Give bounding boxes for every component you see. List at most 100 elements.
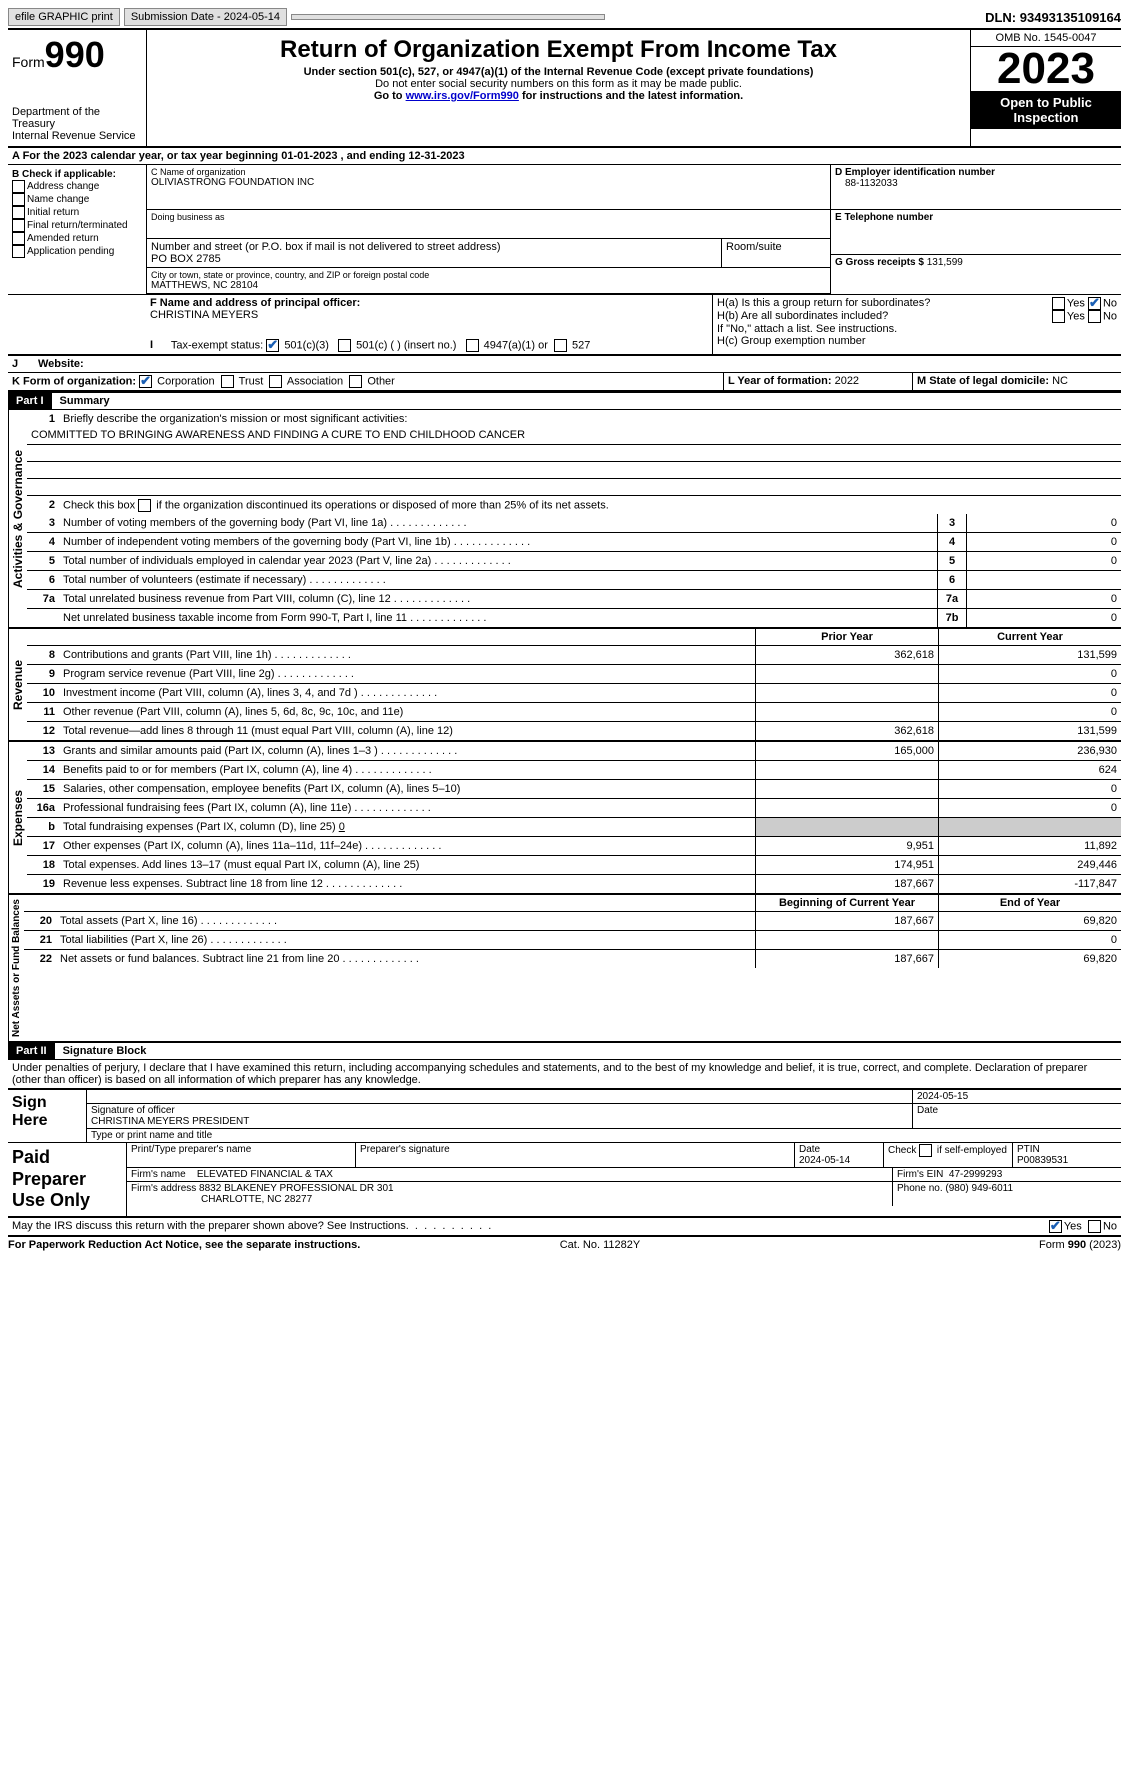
sig-officer-label: Signature of officer <box>91 1105 908 1116</box>
main-grid: B Check if applicable: Address change Na… <box>8 165 1121 295</box>
dln: DLN: 93493135109164 <box>985 10 1121 25</box>
cb-name-change[interactable] <box>12 193 25 206</box>
prep-label: Paid Preparer Use Only <box>8 1143 127 1216</box>
cb-discuss-yes[interactable] <box>1049 1220 1062 1233</box>
side-rev: Revenue <box>8 629 27 740</box>
p9 <box>755 665 938 683</box>
ptin-label: PTIN <box>1017 1144 1117 1155</box>
row-f-h: F Name and address of principal officer:… <box>8 295 1121 355</box>
footer-mid: Cat. No. 11282Y <box>560 1239 641 1251</box>
footer-left: For Paperwork Reduction Act Notice, see … <box>8 1239 360 1251</box>
c16a: 0 <box>938 799 1121 817</box>
mission-text: COMMITTED TO BRINGING AWARENESS AND FIND… <box>27 428 1121 445</box>
cb-discontinued[interactable] <box>138 499 151 512</box>
l18: Total expenses. Add lines 13–17 (must eq… <box>61 858 755 872</box>
cb-trust[interactable] <box>221 375 234 388</box>
dba-label: Doing business as <box>151 212 826 222</box>
subtitle-3: Go to www.irs.gov/Form990 for instructio… <box>155 90 962 102</box>
irs-link[interactable]: www.irs.gov/Form990 <box>406 90 519 102</box>
firm-phone-label: Phone no. <box>897 1183 943 1194</box>
row-a: A For the 2023 calendar year, or tax yea… <box>8 148 1121 165</box>
cb-ha-yes[interactable] <box>1052 297 1065 310</box>
l11: Other revenue (Part VIII, column (A), li… <box>61 705 755 719</box>
efile-button[interactable]: efile GRAPHIC print <box>8 8 120 26</box>
mission-blank3 <box>27 479 1121 496</box>
c10: 0 <box>938 684 1121 702</box>
v4: 0 <box>966 533 1121 551</box>
firm-ein-label: Firm's EIN <box>897 1169 943 1180</box>
c18: 249,446 <box>938 856 1121 874</box>
cb-selfemp[interactable] <box>919 1144 932 1157</box>
p17: 9,951 <box>755 837 938 855</box>
c13: 236,930 <box>938 742 1121 760</box>
box-d-e-g: D Employer identification number88-11320… <box>830 165 1121 294</box>
p16b <box>755 818 938 836</box>
cb-app-pending[interactable] <box>12 245 25 258</box>
footer-right: Form 990 (2023) <box>1039 1239 1121 1251</box>
cb-501c[interactable] <box>338 339 351 352</box>
cb-hb-yes[interactable] <box>1052 310 1065 323</box>
m-label: M State of legal domicile: <box>917 375 1049 387</box>
l-label: L Year of formation: <box>728 375 832 387</box>
c17: 11,892 <box>938 837 1121 855</box>
city-label: City or town, state or province, country… <box>151 270 826 280</box>
cb-corp[interactable] <box>139 375 152 388</box>
form-word: Form <box>12 54 45 70</box>
sig-officer-name: CHRISTINA MEYERS PRESIDENT <box>91 1116 908 1127</box>
part1-title: Summary <box>52 393 118 409</box>
box-b-title: B Check if applicable: <box>12 169 142 180</box>
cb-527[interactable] <box>554 339 567 352</box>
m-val: NC <box>1052 375 1068 387</box>
l14: Benefits paid to or for members (Part IX… <box>61 763 755 777</box>
l15: Salaries, other compensation, employee b… <box>61 782 755 796</box>
k-label: K Form of organization: <box>12 375 136 387</box>
l8: Contributions and grants (Part VIII, lin… <box>61 648 755 662</box>
c8: 131,599 <box>938 646 1121 664</box>
org-name: OLIVIASTRONG FOUNDATION INC <box>151 177 826 188</box>
section-netassets: Net Assets or Fund Balances Beginning of… <box>8 895 1121 1043</box>
prep-sig-label: Preparer's signature <box>360 1144 790 1155</box>
type-name-label: Type or print name and title <box>87 1129 216 1142</box>
cb-4947[interactable] <box>466 339 479 352</box>
cb-discuss-no[interactable] <box>1088 1220 1101 1233</box>
side-net: Net Assets or Fund Balances <box>8 895 24 1041</box>
l3: Number of voting members of the governin… <box>61 516 937 530</box>
officer-label: F Name and address of principal officer: <box>150 297 708 309</box>
cb-initial-return[interactable] <box>12 206 25 219</box>
v7a: 0 <box>966 590 1121 608</box>
cb-501c3[interactable] <box>266 339 279 352</box>
part2-header: Part II Signature Block <box>8 1043 1121 1060</box>
dept-treasury: Department of the Treasury Internal Reve… <box>12 106 142 142</box>
cb-amended[interactable] <box>12 232 25 245</box>
addr: PO BOX 2785 <box>151 253 717 265</box>
right-box: OMB No. 1545-0047 2023 Open to Public In… <box>970 30 1121 146</box>
cb-ha-no[interactable] <box>1088 297 1101 310</box>
l22: Net assets or fund balances. Subtract li… <box>58 952 755 966</box>
part1-header: Part I Summary <box>8 392 1121 410</box>
cb-address-change[interactable] <box>12 180 25 193</box>
p15 <box>755 780 938 798</box>
ein-label: D Employer identification number <box>835 167 1117 178</box>
ha-label: H(a) Is this a group return for subordin… <box>717 297 1052 310</box>
c16b <box>938 818 1121 836</box>
paid-preparer: Paid Preparer Use Only Print/Type prepar… <box>8 1143 1121 1218</box>
header-bar: efile GRAPHIC print Submission Date - 20… <box>8 8 1121 30</box>
submission-date: Submission Date - 2024-05-14 <box>124 8 287 26</box>
firm-addr1: 8832 BLAKENEY PROFESSIONAL DR 301 <box>199 1183 394 1194</box>
ptin: P00839531 <box>1017 1155 1117 1166</box>
cb-final-return[interactable] <box>12 219 25 232</box>
l-val: 2022 <box>835 375 859 387</box>
hb-note: If "No," attach a list. See instructions… <box>717 323 1117 335</box>
cb-assoc[interactable] <box>269 375 282 388</box>
cb-hb-no[interactable] <box>1088 310 1101 323</box>
org-name-label: C Name of organization <box>151 167 826 177</box>
v3: 0 <box>966 514 1121 532</box>
footer: For Paperwork Reduction Act Notice, see … <box>8 1237 1121 1251</box>
l7a: Total unrelated business revenue from Pa… <box>61 592 937 606</box>
cb-other[interactable] <box>349 375 362 388</box>
firm-phone: (980) 949-6011 <box>945 1183 1013 1194</box>
p18: 174,951 <box>755 856 938 874</box>
hc-label: H(c) Group exemption number <box>717 335 1117 347</box>
p13: 165,000 <box>755 742 938 760</box>
room-label: Room/suite <box>726 241 826 253</box>
